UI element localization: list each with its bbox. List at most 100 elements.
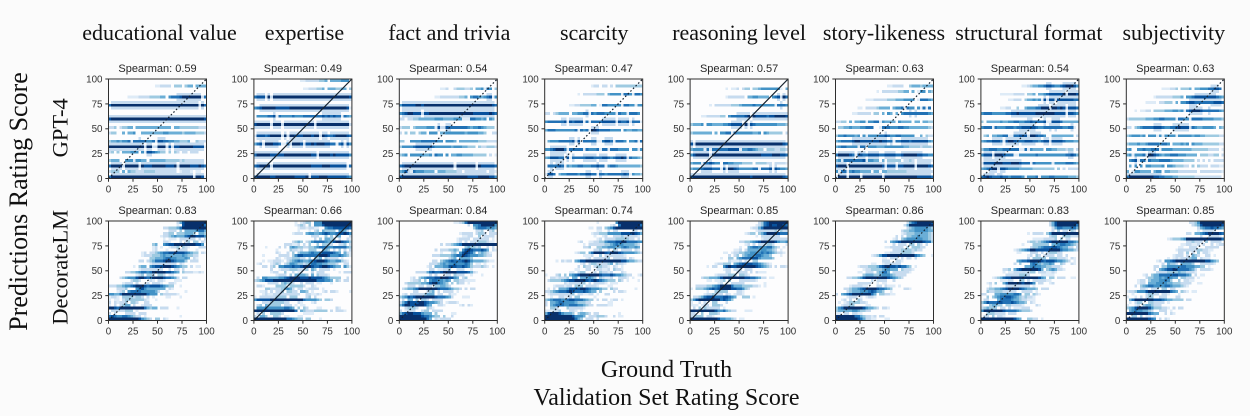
svg-text:100: 100 (925, 185, 942, 196)
svg-text:25: 25 (564, 327, 575, 338)
svg-text:DecorateLM: DecorateLM (48, 210, 73, 325)
svg-text:25: 25 (855, 327, 866, 338)
svg-text:0: 0 (388, 174, 394, 185)
svg-text:75: 75 (964, 99, 975, 110)
svg-text:75: 75 (964, 241, 975, 252)
svg-text:50: 50 (382, 266, 393, 277)
svg-text:Spearman: 0.47: Spearman: 0.47 (555, 63, 633, 75)
svg-text:100: 100 (635, 185, 652, 196)
svg-text:75: 75 (467, 327, 478, 338)
svg-text:75: 75 (528, 99, 539, 110)
svg-text:75: 75 (1109, 99, 1120, 110)
svg-text:100: 100 (344, 327, 361, 338)
svg-text:50: 50 (1170, 327, 1181, 338)
svg-text:0: 0 (251, 185, 257, 196)
svg-text:100: 100 (522, 74, 539, 85)
svg-text:0: 0 (97, 316, 103, 327)
svg-text:25: 25 (673, 149, 684, 160)
svg-text:25: 25 (819, 291, 830, 302)
svg-text:75: 75 (904, 185, 915, 196)
svg-text:Spearman: 0.66: Spearman: 0.66 (264, 205, 342, 217)
svg-text:0: 0 (242, 316, 248, 327)
svg-text:25: 25 (673, 291, 684, 302)
svg-text:75: 75 (528, 241, 539, 252)
svg-text:educational value: educational value (82, 20, 237, 45)
svg-text:100: 100 (377, 74, 394, 85)
svg-text:100: 100 (377, 216, 394, 227)
svg-text:25: 25 (128, 185, 139, 196)
svg-text:Spearman: 0.63: Spearman: 0.63 (1136, 63, 1214, 75)
svg-text:0: 0 (969, 174, 975, 185)
svg-text:75: 75 (673, 241, 684, 252)
svg-text:25: 25 (964, 149, 975, 160)
svg-text:50: 50 (734, 185, 745, 196)
svg-text:0: 0 (687, 185, 693, 196)
svg-text:0: 0 (679, 174, 685, 185)
svg-text:0: 0 (242, 174, 248, 185)
svg-text:100: 100 (232, 216, 249, 227)
svg-text:25: 25 (855, 185, 866, 196)
svg-text:0: 0 (969, 316, 975, 327)
svg-text:Spearman: 0.49: Spearman: 0.49 (264, 63, 342, 75)
svg-text:Validation Set Rating Score: Validation Set Rating Score (534, 385, 800, 411)
svg-text:75: 75 (382, 241, 393, 252)
svg-text:0: 0 (251, 327, 257, 338)
svg-text:75: 75 (237, 99, 248, 110)
svg-text:0: 0 (1115, 316, 1121, 327)
svg-text:0: 0 (533, 316, 539, 327)
svg-text:50: 50 (237, 124, 248, 135)
svg-text:100: 100 (668, 74, 685, 85)
svg-text:50: 50 (964, 266, 975, 277)
svg-text:0: 0 (824, 316, 830, 327)
svg-text:25: 25 (964, 291, 975, 302)
svg-text:0: 0 (542, 185, 548, 196)
svg-text:75: 75 (1109, 241, 1120, 252)
svg-text:100: 100 (813, 216, 830, 227)
svg-text:Spearman: 0.86: Spearman: 0.86 (845, 205, 923, 217)
svg-text:100: 100 (813, 74, 830, 85)
svg-text:75: 75 (322, 185, 333, 196)
svg-text:100: 100 (86, 216, 103, 227)
svg-text:scarcity: scarcity (560, 20, 628, 45)
svg-text:0: 0 (533, 174, 539, 185)
svg-text:75: 75 (92, 99, 103, 110)
svg-text:50: 50 (588, 185, 599, 196)
svg-text:50: 50 (588, 327, 599, 338)
svg-text:100: 100 (1216, 327, 1233, 338)
svg-text:75: 75 (904, 327, 915, 338)
svg-text:0: 0 (1124, 185, 1130, 196)
svg-text:50: 50 (237, 266, 248, 277)
svg-text:Spearman: 0.85: Spearman: 0.85 (700, 205, 778, 217)
svg-text:Spearman: 0.74: Spearman: 0.74 (555, 205, 633, 217)
svg-text:75: 75 (1049, 185, 1060, 196)
svg-text:reasoning level: reasoning level (672, 20, 806, 45)
svg-text:25: 25 (1109, 291, 1120, 302)
svg-text:25: 25 (92, 291, 103, 302)
svg-text:100: 100 (522, 216, 539, 227)
svg-text:75: 75 (758, 185, 769, 196)
svg-text:75: 75 (1194, 185, 1205, 196)
svg-text:25: 25 (1000, 327, 1011, 338)
svg-text:50: 50 (528, 266, 539, 277)
svg-text:100: 100 (489, 327, 506, 338)
svg-text:25: 25 (564, 185, 575, 196)
svg-text:50: 50 (528, 124, 539, 135)
svg-text:25: 25 (528, 149, 539, 160)
svg-text:Spearman: 0.54: Spearman: 0.54 (991, 63, 1069, 75)
svg-text:Spearman: 0.83: Spearman: 0.83 (118, 205, 196, 217)
svg-text:0: 0 (106, 327, 112, 338)
svg-text:25: 25 (237, 149, 248, 160)
svg-text:structural format: structural format (955, 20, 1102, 45)
svg-text:Spearman: 0.59: Spearman: 0.59 (118, 63, 196, 75)
svg-text:50: 50 (673, 124, 684, 135)
svg-text:75: 75 (177, 327, 188, 338)
svg-text:75: 75 (467, 185, 478, 196)
svg-text:50: 50 (819, 266, 830, 277)
svg-text:25: 25 (128, 327, 139, 338)
svg-text:25: 25 (418, 327, 429, 338)
svg-text:50: 50 (92, 124, 103, 135)
svg-text:100: 100 (1071, 327, 1088, 338)
svg-text:Spearman: 0.57: Spearman: 0.57 (700, 63, 778, 75)
svg-text:Predictions Rating Score: Predictions Rating Score (4, 72, 33, 331)
svg-text:story-likeness: story-likeness (823, 20, 945, 45)
